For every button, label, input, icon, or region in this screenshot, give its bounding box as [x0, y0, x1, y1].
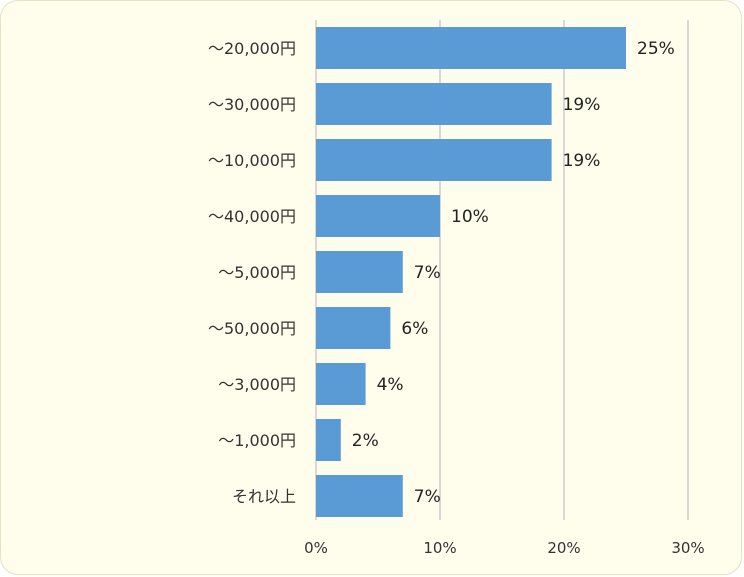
category-label: ～50,000円	[208, 319, 296, 338]
x-axis-tick-labels: 0% 10% 20% 30%	[304, 539, 705, 557]
x-tick-label: 20%	[547, 539, 580, 557]
x-tick-label: 0%	[304, 539, 328, 557]
data-label: 10%	[451, 207, 489, 227]
bars	[316, 27, 626, 517]
category-label: ～3,000円	[218, 375, 296, 394]
x-tick-label: 30%	[671, 539, 704, 557]
value-labels: 25% 19% 19% 10% 7% 6% 4% 2% 7%	[352, 39, 675, 507]
data-label: 19%	[563, 151, 601, 171]
category-labels: ～20,000円 ～30,000円 ～10,000円 ～40,000円 ～5,000円 ～…	[208, 39, 296, 506]
data-label: 2%	[352, 431, 379, 451]
category-label: ～40,000円	[208, 207, 296, 226]
bar	[316, 139, 552, 181]
data-label: 7%	[414, 487, 441, 507]
data-label: 19%	[563, 95, 601, 115]
data-label: 25%	[637, 39, 675, 59]
data-label: 6%	[401, 319, 428, 339]
bar	[316, 307, 391, 349]
x-tick-label: 10%	[423, 539, 456, 557]
category-label: それ以上	[232, 487, 296, 506]
bar	[316, 419, 341, 461]
category-label: ～30,000円	[208, 95, 296, 114]
bar	[316, 251, 403, 293]
category-label: ～20,000円	[208, 39, 296, 58]
bar	[316, 363, 366, 405]
category-label: ～1,000円	[218, 431, 296, 450]
bar	[316, 27, 626, 69]
category-label: ～5,000円	[218, 263, 296, 282]
bar	[316, 475, 403, 517]
category-label: ～10,000円	[208, 151, 296, 170]
bar	[316, 83, 552, 125]
data-label: 4%	[377, 375, 404, 395]
bar	[316, 195, 440, 237]
data-label: 7%	[414, 263, 441, 283]
